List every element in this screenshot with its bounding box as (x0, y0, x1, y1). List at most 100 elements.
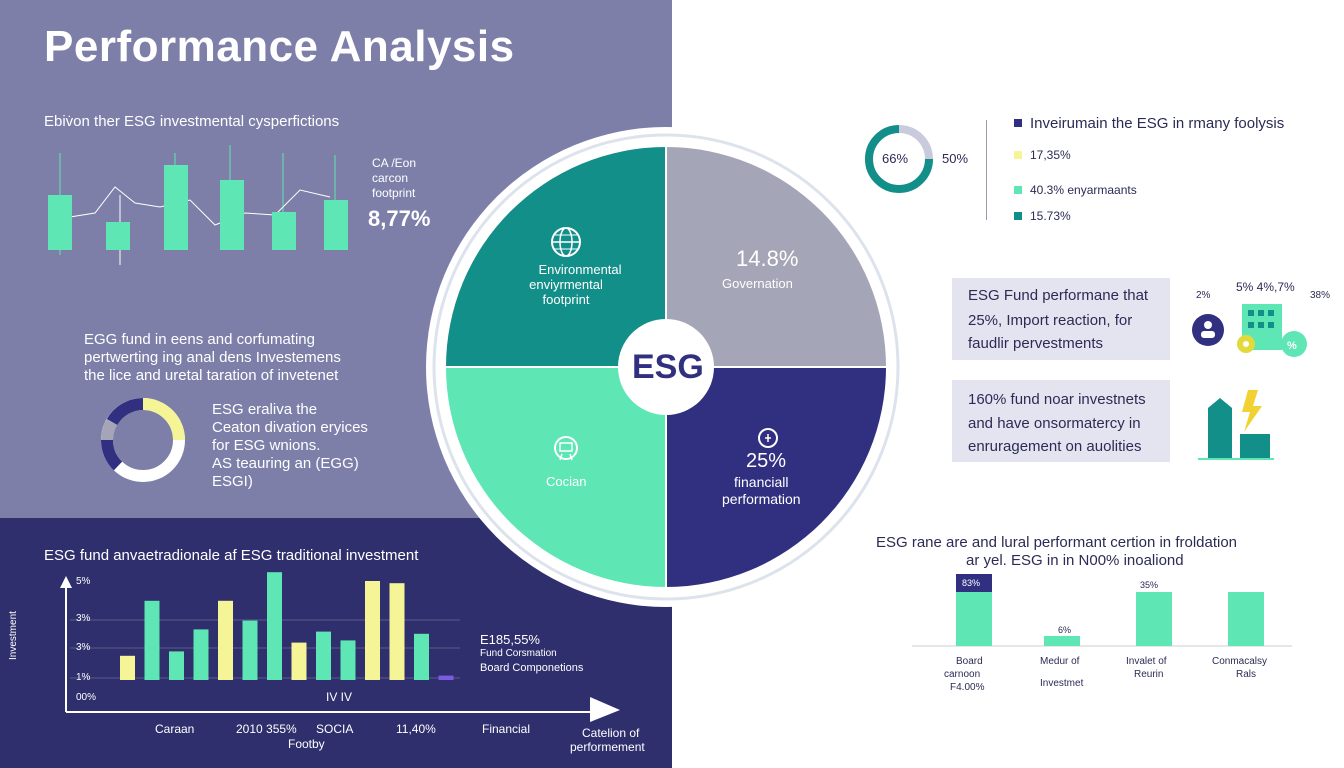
top-side-value: 8,77% (368, 206, 431, 231)
icon-right-value: 38% (1310, 290, 1331, 301)
donut-text-4: AS teauring an (EGG) (212, 455, 359, 472)
icon-cluster: % (1192, 304, 1307, 357)
pie-slice (666, 147, 886, 367)
top-candle-chart (48, 145, 348, 265)
icon-left-value: 2% (1196, 290, 1211, 301)
info-box-2-line-2: and have onsormatercy in (968, 415, 1141, 432)
top-chart-heading: Ebiv̇on ther ESG investmental cysperfict… (44, 113, 340, 130)
info-box-1-line-3: faudlir pervestments (968, 335, 1104, 352)
mid-heading-2: pertwerting ing anal dens Investemens (84, 349, 341, 366)
pie-br-label-2: performation (722, 491, 801, 507)
icon-top-value: 5% 4%,7% (1236, 280, 1295, 294)
mid-axis-label: IV IV (326, 690, 353, 704)
top-right-donut (865, 125, 933, 193)
finance-icon (758, 428, 778, 448)
growth-icon (1198, 390, 1274, 460)
donut-text-3: for ESG wnions. (212, 437, 321, 454)
bottom-bar (438, 675, 454, 680)
bottom-bar (242, 620, 258, 680)
y-tick-2: 3% (76, 613, 91, 624)
right-bar-chart (912, 574, 1292, 647)
right-cat-1c: F4.00% (950, 682, 985, 693)
bottom-legend-value: E185,55% (480, 632, 540, 647)
right-cat-3: Invalet of (1126, 656, 1167, 667)
right-cat-4: Conmacalsy (1212, 656, 1268, 667)
top-bar (106, 222, 130, 250)
mid-heading-1: EGG fund in eens and corfumating (84, 331, 315, 348)
top-bar (272, 212, 296, 250)
bottom-bar (193, 629, 209, 680)
info-box-2-line-1: 160% fund noar investnets (968, 391, 1146, 408)
donut-text-1: ESG eraliva the (212, 401, 318, 418)
bottom-bar (267, 572, 282, 680)
bottom-bar (340, 640, 356, 680)
percent-icon: % (1281, 331, 1307, 357)
bottom-bar (365, 581, 380, 680)
info-box-1-line-2: 25%, Import reaction, for (968, 312, 1133, 329)
bottom-bar-chart (60, 572, 620, 722)
right-cat-1b: carnoon (944, 669, 981, 680)
legend-swatch-3 (1014, 186, 1022, 194)
y-tick-5: 00% (76, 692, 97, 703)
social-icon (554, 436, 578, 461)
info-box-2-line-3: enruragement on auolities (968, 438, 1142, 455)
mid-donut (100, 398, 185, 482)
mid-heading-3: the lice and uretal taration of invetene… (84, 367, 339, 384)
right-cat-3b: Reurin (1134, 669, 1164, 680)
donut-text-2: Ceaton divation eryices (212, 419, 368, 436)
legend-item-1: Inveirumain the ESG in rmany foolysis (1030, 115, 1285, 132)
bottom-bar (144, 600, 160, 680)
right-cat-4b: Rals (1236, 669, 1257, 680)
y-tick-1: 5% (76, 576, 91, 587)
x-label-3: SOCIA (316, 722, 354, 736)
pie-tr-label: Governation (722, 276, 793, 291)
y-axis-label: Investment (8, 611, 19, 660)
right-chart-heading-1: ESG rane are and lural performant certio… (876, 534, 1238, 551)
bottom-bar (120, 655, 135, 680)
pie-slice (446, 147, 666, 367)
x-label-2: 2010 355% (236, 722, 297, 736)
bottom-legend-2: Board Componetions (480, 662, 584, 674)
top-bar (164, 165, 188, 250)
right-bar-label-2: 6% (1058, 625, 1072, 635)
right-cat-2: Medur of (1040, 656, 1080, 667)
legend-item-3: 40.3% enyarmaants (1030, 183, 1137, 197)
person-icon (1192, 314, 1224, 346)
pie-center-label: ESG (632, 348, 704, 386)
bottom-chart-heading: ESG fund anvaetradionale af ESG traditio… (44, 547, 419, 564)
top-side-label-1: CA /Eon (372, 156, 417, 170)
pie-slice (666, 367, 886, 587)
right-chart-heading-2: ar yel. ESG in in N00% inoaliond (966, 552, 1184, 569)
legend-swatch-1 (1014, 119, 1022, 127)
top-side-label-3: footprint (372, 186, 416, 200)
right-bar (1044, 636, 1080, 646)
pie-br-value: 25% (746, 450, 787, 472)
info-box-1-line-1: ESG Fund performane that (968, 287, 1149, 304)
pie-slice (446, 367, 666, 587)
pie-tr-value: 14.8% (736, 246, 799, 271)
pie-tl-label-1: Environmental (538, 262, 622, 277)
x-label-4: 11,40% (396, 722, 436, 736)
svg-text:%: % (1287, 340, 1297, 352)
bottom-bar (414, 633, 429, 680)
top-side-label-2: carcon (372, 171, 409, 185)
pie-tl-label-3: footprint (542, 292, 590, 307)
lightning-icon (1242, 390, 1262, 432)
top-bar (220, 180, 244, 250)
legend-swatch-4 (1014, 212, 1022, 220)
right-bar (1136, 592, 1172, 646)
right-cat-1: Board (956, 656, 983, 667)
top-right-side-value: 50% (942, 151, 969, 166)
info-box-2 (952, 380, 1170, 462)
donut-text-5: ESGI) (212, 473, 253, 490)
y-tick-4: 1% (76, 672, 91, 683)
legend-item-2: 17,35% (1030, 148, 1071, 162)
right-bar-cap (956, 574, 992, 592)
right-bar-label-3: 35% (1140, 580, 1159, 590)
pie-bl-label: Cocian (546, 474, 587, 489)
globe-icon (551, 227, 581, 257)
y-tick-3: 3% (76, 642, 91, 653)
x-label-1: Caraan (155, 722, 195, 736)
info-box-1 (952, 278, 1170, 360)
top-right-donut-value: 66% (882, 151, 909, 166)
